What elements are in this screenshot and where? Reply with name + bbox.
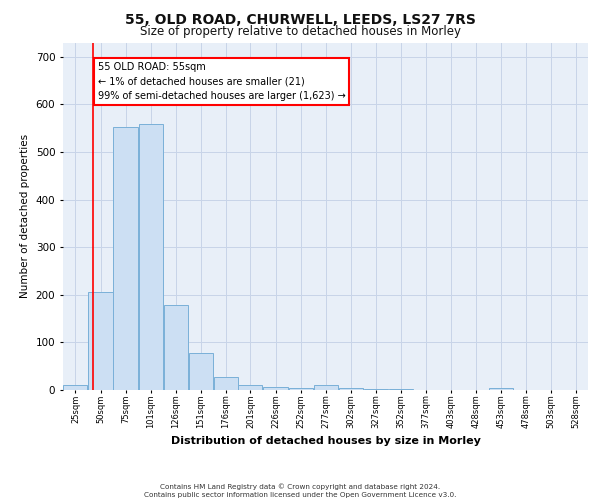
Bar: [188, 353, 213, 390]
Text: 55, OLD ROAD, CHURWELL, LEEDS, LS27 7RS: 55, OLD ROAD, CHURWELL, LEEDS, LS27 7RS: [125, 12, 475, 26]
Bar: [64, 385, 88, 390]
Bar: [88, 292, 113, 390]
Bar: [339, 388, 363, 390]
Bar: [263, 386, 289, 390]
Text: Contains HM Land Registry data © Crown copyright and database right 2024.
Contai: Contains HM Land Registry data © Crown c…: [144, 484, 456, 498]
Bar: [238, 385, 262, 390]
Bar: [489, 388, 513, 390]
Bar: [364, 388, 388, 390]
Text: 55 OLD ROAD: 55sqm
← 1% of detached houses are smaller (21)
99% of semi-detached: 55 OLD ROAD: 55sqm ← 1% of detached hous…: [98, 62, 346, 101]
Bar: [139, 124, 163, 390]
Bar: [289, 388, 313, 390]
Text: Size of property relative to detached houses in Morley: Size of property relative to detached ho…: [139, 25, 461, 38]
Bar: [389, 389, 413, 390]
Y-axis label: Number of detached properties: Number of detached properties: [20, 134, 30, 298]
X-axis label: Distribution of detached houses by size in Morley: Distribution of detached houses by size …: [170, 436, 481, 446]
Bar: [214, 376, 238, 390]
Bar: [164, 306, 188, 390]
Bar: [314, 385, 338, 390]
Bar: [113, 127, 138, 390]
